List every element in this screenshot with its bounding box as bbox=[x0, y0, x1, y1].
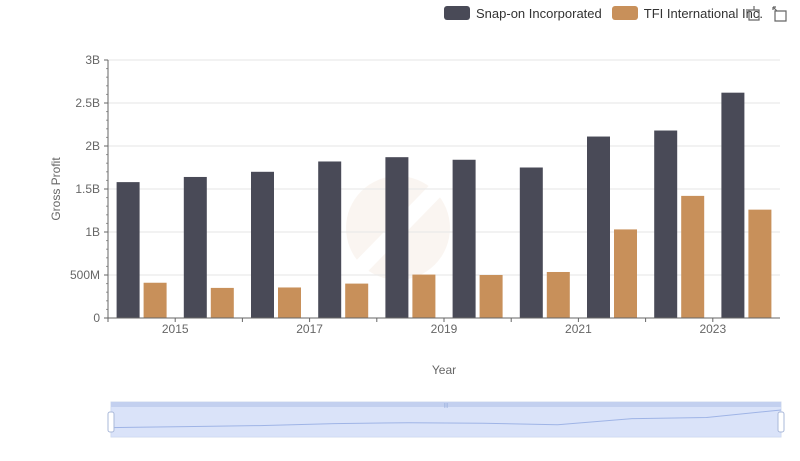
data-zoom-selection[interactable] bbox=[111, 402, 781, 437]
legend-label-snap-on: Snap-on Incorporated bbox=[476, 5, 602, 21]
bar-tfi-2018[interactable] bbox=[412, 274, 436, 318]
x-tick-label: 2015 bbox=[162, 322, 189, 336]
y-tick-label: 500M bbox=[70, 268, 100, 282]
bar-snap-on-2021[interactable] bbox=[587, 136, 610, 318]
x-tick-label: 2017 bbox=[296, 322, 323, 336]
toolbox bbox=[746, 6, 788, 22]
data-zoom-preview-line bbox=[110, 409, 782, 429]
bar-tfi-2017[interactable] bbox=[345, 283, 369, 318]
bar-snap-on-2023[interactable] bbox=[721, 92, 745, 319]
y-tick-label: 2.5B bbox=[75, 96, 100, 110]
x-axis: 2015 2017 2019 2021 2023 bbox=[107, 317, 780, 336]
data-zoom-icon[interactable] bbox=[772, 6, 788, 22]
x-tick-label: 2023 bbox=[699, 322, 726, 336]
data-zoom-handle-left[interactable] bbox=[107, 411, 115, 433]
data-zoom-slider[interactable]: ||| bbox=[107, 401, 785, 438]
y-tick-label: 2B bbox=[85, 139, 100, 153]
legend-item-snap-on[interactable]: Snap-on Incorporated bbox=[444, 6, 602, 21]
data-zoom-top-bar[interactable] bbox=[111, 402, 781, 407]
y-tick-label: 3B bbox=[85, 53, 100, 67]
bars bbox=[116, 92, 772, 319]
bar-tfi-2022[interactable] bbox=[681, 195, 705, 318]
bar-snap-on-2018[interactable] bbox=[385, 157, 409, 318]
legend: Snap-on Incorporated TFI International I… bbox=[444, 4, 763, 22]
y-tick-label: 0 bbox=[93, 311, 100, 325]
watermark-logo bbox=[346, 176, 450, 280]
bar-snap-on-2020[interactable] bbox=[519, 167, 543, 319]
bar-tfi-2021[interactable] bbox=[614, 229, 637, 318]
y-axis-label: Gross Profit bbox=[49, 157, 63, 221]
y-tick-label: 1B bbox=[85, 225, 100, 239]
bar-snap-on-2016[interactable] bbox=[251, 171, 274, 318]
bar-tfi-2020[interactable] bbox=[546, 271, 570, 318]
bar-snap-on-2015[interactable] bbox=[183, 176, 207, 318]
bar-snap-on-2014[interactable] bbox=[116, 182, 140, 318]
bar-tfi-2016[interactable] bbox=[278, 287, 301, 318]
x-axis-label: Year bbox=[432, 363, 456, 377]
bar-snap-on-2019[interactable] bbox=[452, 159, 476, 318]
y-tick-label: 1.5B bbox=[75, 182, 100, 196]
bar-tfi-2019[interactable] bbox=[479, 275, 503, 318]
bar-snap-on-2022[interactable] bbox=[654, 130, 678, 318]
data-zoom-handle-right[interactable] bbox=[777, 411, 785, 433]
bar-tfi-2023[interactable] bbox=[748, 209, 772, 318]
restore-icon[interactable] bbox=[746, 6, 762, 22]
bar-tfi-2014[interactable] bbox=[143, 282, 167, 318]
x-tick-label: 2019 bbox=[431, 322, 458, 336]
bar-snap-on-2017[interactable] bbox=[318, 161, 342, 318]
legend-label-tfi: TFI International Inc. bbox=[643, 5, 763, 21]
grid-lines bbox=[108, 59, 780, 276]
legend-swatch-tfi bbox=[611, 6, 638, 20]
legend-swatch-snap-on bbox=[444, 6, 470, 20]
legend-item-tfi[interactable]: TFI International Inc. bbox=[611, 5, 763, 21]
y-axis: 0 500M 1B 1.5B 2B 2.5B 3B bbox=[70, 53, 109, 325]
data-zoom-grip-icon: ||| bbox=[444, 403, 448, 409]
bar-tfi-2015[interactable] bbox=[210, 287, 234, 318]
data-zoom-track bbox=[110, 401, 782, 438]
x-tick-label: 2021 bbox=[565, 322, 592, 336]
